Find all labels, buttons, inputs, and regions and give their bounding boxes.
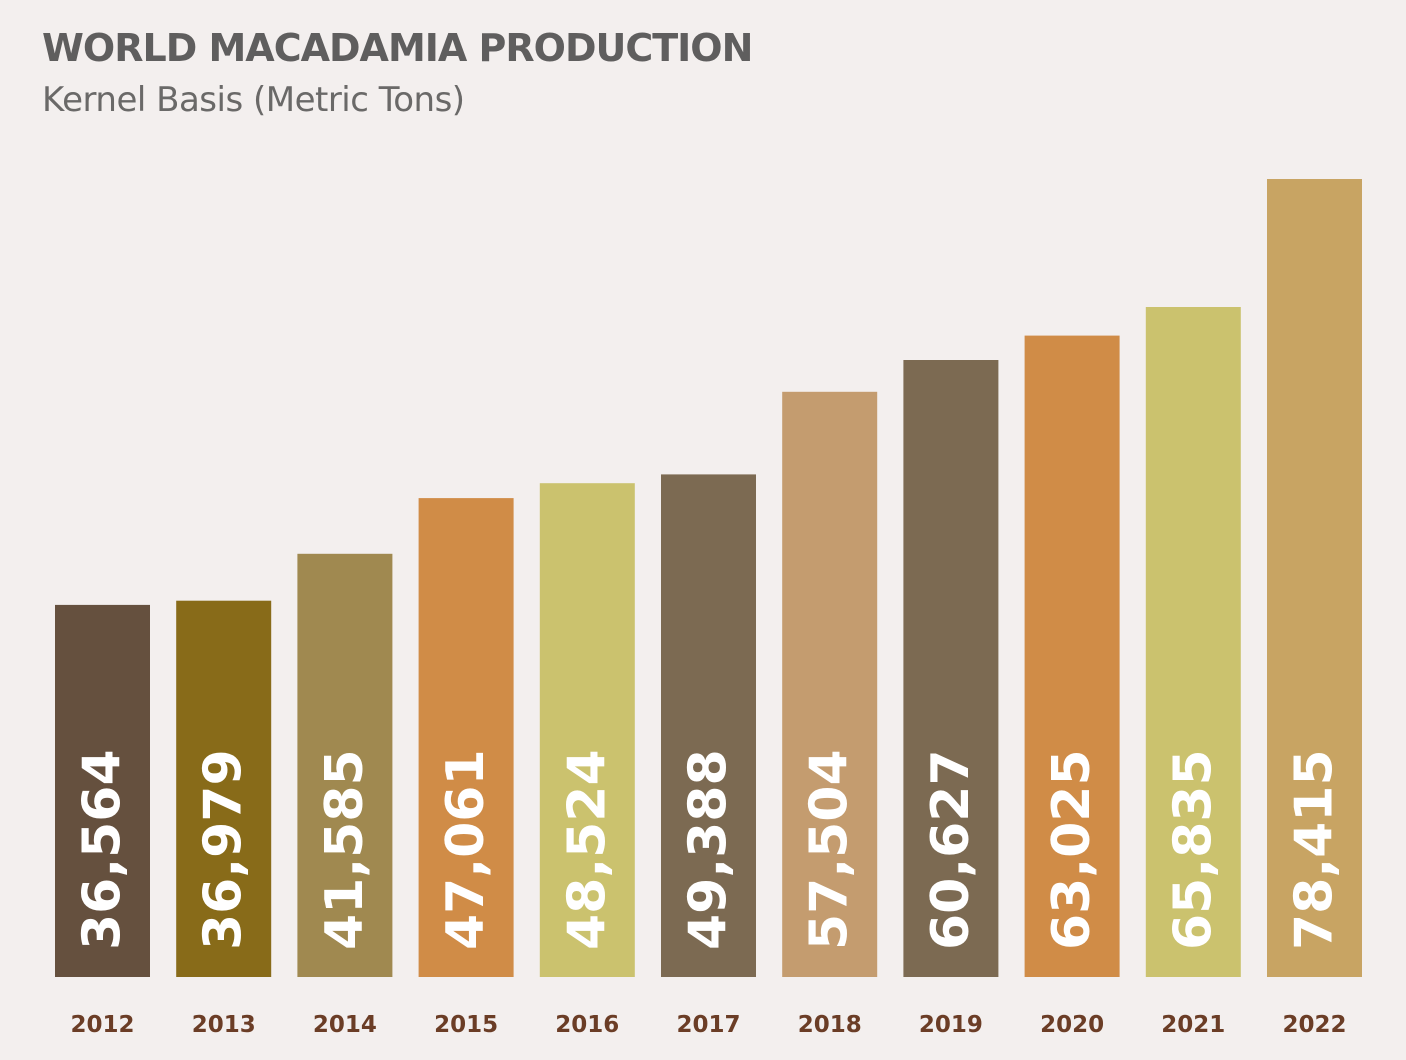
x-axis-tick-labels: 2012 2013 2014 2015 2016 2017 2018 2019 2020 2021… [70, 1012, 1346, 1038]
bar-value-label-2017: 49,388 [679, 749, 739, 950]
bar-value-label-2018: 57,504 [800, 749, 860, 950]
bar-value-label-2022: 78,415 [1285, 749, 1345, 950]
x-tick-label-2020: 2020 [1040, 1012, 1104, 1038]
bar-value-label-2015: 47,061 [436, 749, 496, 950]
bar-value-label-2013: 36,979 [194, 749, 254, 950]
chart-title: WORLD MACADAMIA PRODUCTION [42, 26, 753, 70]
x-tick-label-2014: 2014 [313, 1012, 377, 1038]
bar-value-label-2012: 36,564 [73, 749, 133, 950]
bar-value-label-2014: 41,585 [315, 749, 375, 950]
x-tick-label-2018: 2018 [798, 1012, 862, 1038]
bar-2015 [418, 498, 514, 977]
bars-layer [55, 179, 1362, 978]
value-labels-layer: 36,564 36,979 41,585 47,061 48,524 49,388 57,5… [73, 749, 1345, 950]
x-tick-label-2013: 2013 [192, 1012, 256, 1038]
x-tick-label-2016: 2016 [555, 1012, 619, 1038]
x-tick-label-2022: 2022 [1282, 1012, 1346, 1038]
bar-2016 [539, 483, 635, 977]
bar-value-label-2019: 60,627 [921, 749, 981, 950]
bar-2017 [661, 474, 756, 977]
bar-2018 [782, 391, 878, 977]
bar-value-label-2021: 65,835 [1163, 749, 1223, 950]
bar-2012 [55, 604, 150, 977]
bar-2014 [297, 553, 393, 977]
bar-value-label-2020: 63,025 [1042, 749, 1102, 950]
x-tick-label-2017: 2017 [676, 1012, 740, 1038]
bar-value-label-2016: 48,524 [557, 749, 617, 950]
bar-2013 [176, 600, 272, 977]
x-tick-label-2019: 2019 [919, 1012, 983, 1038]
x-tick-label-2015: 2015 [434, 1012, 498, 1038]
bar-2021 [1145, 307, 1241, 977]
x-tick-label-2021: 2021 [1161, 1012, 1225, 1038]
bar-2020 [1024, 335, 1120, 978]
x-tick-label-2012: 2012 [70, 1012, 134, 1038]
bar-2019 [903, 360, 999, 977]
bar-2022 [1267, 179, 1362, 977]
chart-subtitle: Kernel Basis (Metric Tons) [42, 80, 465, 120]
